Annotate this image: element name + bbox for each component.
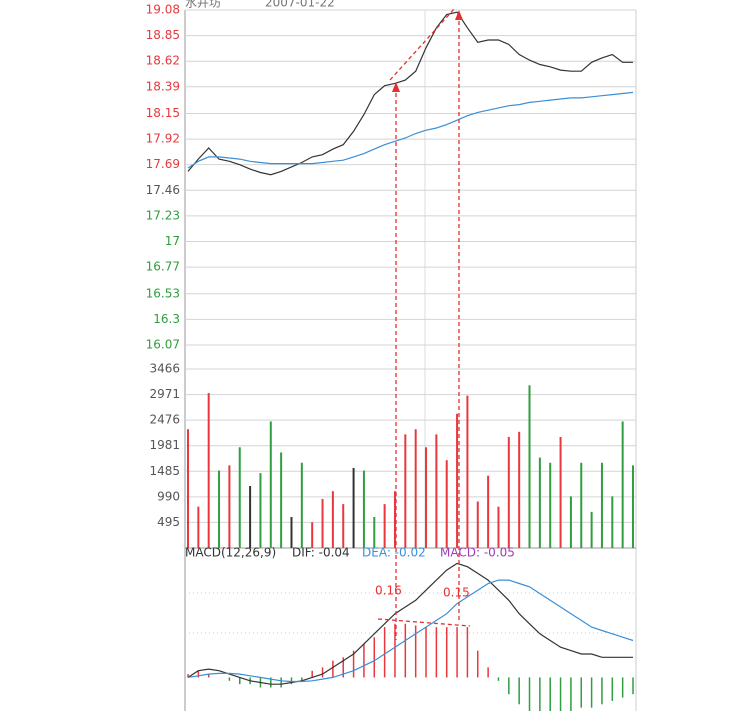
- volume-bar: [321, 498, 324, 548]
- annotation-lines: [377, 7, 471, 640]
- volume-bar: [476, 501, 479, 548]
- macd-readout: DEA: -0.02: [362, 546, 426, 560]
- volume-bar: [228, 465, 231, 548]
- trend-line: [377, 618, 471, 627]
- date: 2007-01-22: [265, 0, 335, 10]
- volume-bar: [393, 491, 396, 548]
- volume-bar: [352, 467, 355, 548]
- volume-bar: [207, 393, 210, 548]
- y-tick-label: 18.39: [146, 79, 180, 93]
- volume-bar: [487, 475, 490, 548]
- y-tick-label: 17: [165, 234, 180, 248]
- y-tick-label: 17.69: [146, 157, 180, 171]
- volume-bar: [342, 504, 345, 548]
- y-tick-label: 3466: [149, 362, 180, 376]
- y-tick-label: 17.23: [146, 208, 180, 222]
- volume-bar: [218, 470, 221, 548]
- volume-bar: [300, 462, 303, 548]
- y-tick-label: 16.3: [153, 312, 180, 326]
- y-tick-label: 18.85: [146, 28, 180, 42]
- volume-bar: [518, 431, 521, 548]
- macd-readout: MACD(12,26,9): [185, 546, 276, 560]
- y-tick-label: 17.92: [146, 132, 180, 146]
- line: [187, 562, 633, 685]
- y-tick-label: 16.07: [146, 337, 180, 351]
- y-tick-label: 1485: [149, 464, 180, 478]
- volume-bar: [569, 496, 572, 548]
- y-tick-label: 495: [157, 515, 180, 529]
- y-tick-label: 18.15: [146, 106, 180, 120]
- y-tick-label: 990: [157, 489, 180, 503]
- trend-line: [389, 7, 456, 81]
- volume-bar: [445, 460, 448, 548]
- macd-readout: DIF: -0.04: [292, 546, 350, 560]
- volume-bar: [590, 511, 593, 548]
- line: [187, 11, 633, 176]
- volume-bar: [249, 486, 252, 548]
- volume-bar: [238, 447, 241, 548]
- volume-bar: [497, 506, 500, 548]
- macd-readout: MACD: -0.05: [440, 546, 515, 560]
- volume-bar: [580, 462, 583, 548]
- volume-bar: [404, 434, 407, 548]
- volume-bar: [383, 504, 386, 548]
- volume-bar: [632, 465, 634, 548]
- arrow-head: [392, 82, 400, 92]
- volume-bar: [559, 436, 562, 548]
- arrow-head: [455, 10, 463, 20]
- annotation: 0.15: [443, 586, 470, 600]
- y-tick-label: 1981: [149, 438, 180, 452]
- volume-bar: [538, 457, 541, 548]
- volume-bar: [600, 462, 603, 548]
- volume-bar: [331, 491, 334, 548]
- line: [187, 91, 634, 169]
- volume-bar: [280, 452, 283, 548]
- volume-bar: [269, 421, 272, 548]
- stock-name: 水井坊: [185, 0, 221, 10]
- volume-bar: [456, 413, 459, 548]
- line: [187, 579, 634, 683]
- annotation: 0.16: [375, 584, 402, 598]
- volume-bar: [197, 506, 200, 548]
- volume-bar: [373, 517, 376, 548]
- y-tick-label: 2971: [149, 387, 180, 401]
- volume-bar: [507, 436, 510, 548]
- y-tick-label: 2476: [149, 413, 180, 427]
- volume-bar: [311, 522, 314, 548]
- volume-bar: [435, 434, 438, 548]
- volume-bar: [549, 462, 552, 548]
- volume-bar: [611, 496, 614, 548]
- volume-bar: [466, 395, 469, 548]
- volume-bar: [259, 473, 262, 548]
- volume-bar: [414, 429, 417, 548]
- volume-bar: [528, 385, 531, 548]
- volume-bar: [290, 517, 293, 548]
- volume-bar: [425, 447, 428, 548]
- y-tick-label: 18.62: [146, 54, 180, 68]
- volume-bar: [187, 429, 189, 548]
- y-tick-label: 19.08: [146, 3, 180, 17]
- volume-bar: [621, 421, 624, 548]
- frame: [184, 10, 637, 711]
- y-tick-label: 16.77: [146, 260, 180, 274]
- volume-bar: [362, 470, 365, 548]
- y-tick-label: 17.46: [146, 183, 180, 197]
- y-tick-label: 16.53: [146, 286, 180, 300]
